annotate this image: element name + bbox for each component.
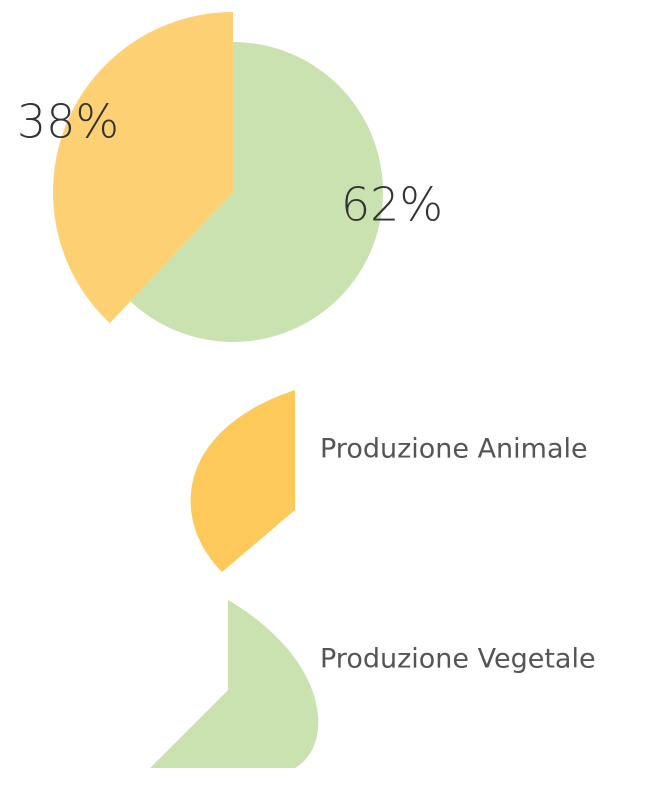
pie-slice — [130, 42, 383, 342]
value-label: 38% — [17, 95, 119, 149]
legend-label: Produzione Vegetale — [320, 644, 596, 675]
legend-swatch — [150, 600, 319, 768]
pie — [53, 12, 383, 342]
legend-label: Produzione Animale — [320, 434, 588, 465]
value-label: 62% — [341, 178, 443, 232]
pie-slice — [53, 12, 234, 324]
legend-swatch — [190, 390, 295, 572]
